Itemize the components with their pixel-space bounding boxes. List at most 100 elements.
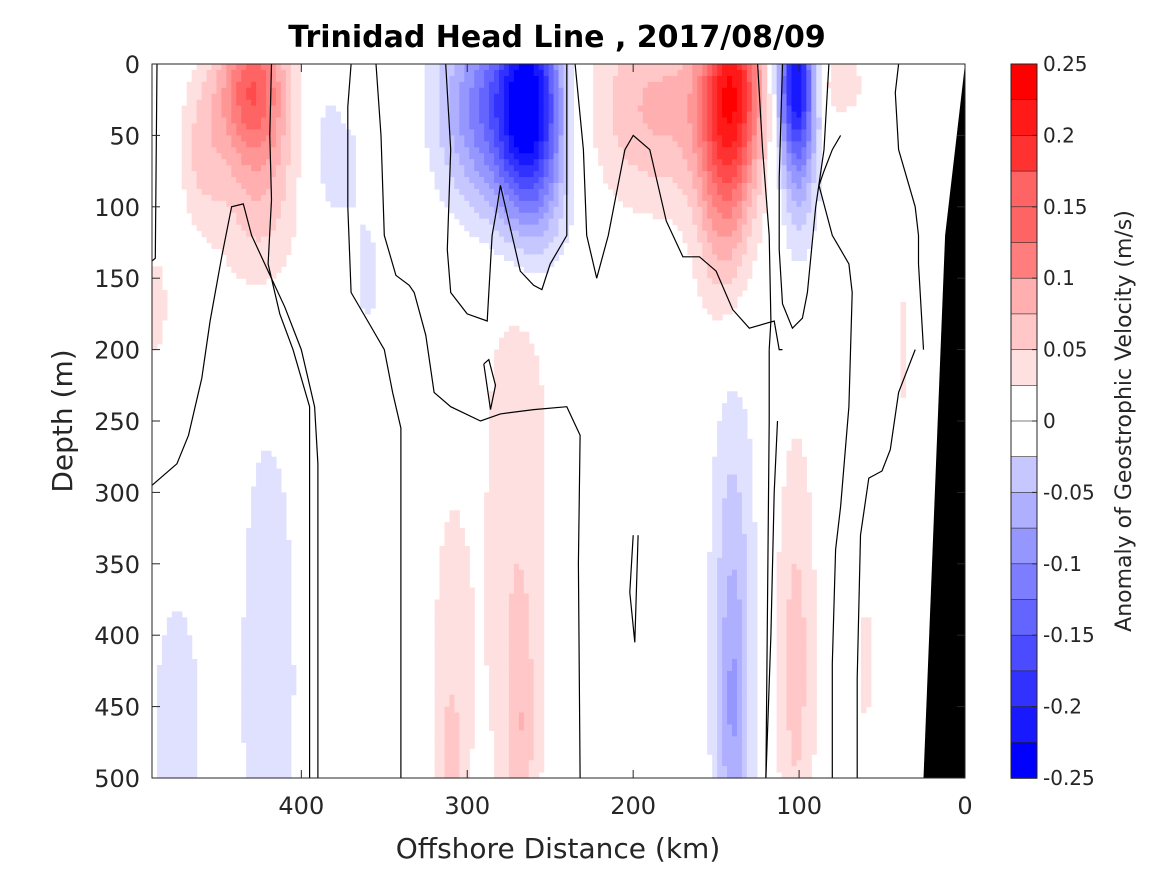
field-cell (211, 177, 218, 184)
field-cell (657, 135, 664, 142)
field-cell (657, 111, 664, 119)
field-cell (176, 754, 183, 761)
field-cell (444, 676, 451, 684)
field-cell (727, 224, 733, 232)
field-cell (251, 664, 257, 672)
field-cell (211, 64, 218, 71)
field-cell (513, 69, 520, 77)
field-cell (270, 93, 277, 101)
field-cell (152, 296, 158, 303)
field-cell (489, 569, 495, 577)
field-cell (608, 171, 614, 178)
field-cell (508, 171, 515, 178)
field-cell (662, 99, 669, 107)
field-cell (181, 653, 188, 660)
field-cell (513, 599, 520, 607)
field-cell (275, 188, 282, 196)
field-cell (434, 99, 441, 107)
field-cell (707, 129, 713, 136)
field-cell (657, 141, 664, 148)
field-cell (270, 272, 277, 279)
field-cell (489, 224, 495, 232)
field-cell (717, 617, 723, 624)
field-cell (196, 147, 203, 154)
field-cell (459, 617, 465, 624)
field-cell (444, 129, 451, 136)
field-cell (712, 587, 718, 595)
field-cell (662, 75, 669, 83)
field-cell (712, 81, 718, 89)
field-cell (667, 64, 674, 71)
field-cell (221, 93, 227, 101)
field-cell (672, 129, 679, 136)
field-cell (275, 510, 282, 517)
field-cell (538, 462, 545, 470)
field-cell (459, 653, 465, 660)
field-cell (613, 188, 619, 196)
field-cell (261, 522, 267, 529)
field-cell (707, 105, 713, 113)
field-cell (236, 159, 242, 166)
field-cell (632, 129, 639, 136)
field-cell (717, 307, 723, 315)
field-cell (275, 599, 282, 607)
field-cell (275, 629, 282, 636)
field-cell (256, 200, 262, 208)
field-cell (741, 492, 748, 499)
field-cell (236, 260, 242, 267)
field-cell (523, 569, 530, 577)
field-cell (647, 165, 654, 172)
field-cell (474, 87, 480, 95)
field-cell (568, 153, 574, 160)
field-cell (722, 694, 728, 702)
field-cell (662, 177, 669, 184)
field-cell (494, 361, 500, 369)
field-cell (538, 81, 545, 89)
field-cell (251, 123, 257, 131)
field-cell (365, 302, 371, 309)
field-cell (484, 230, 490, 238)
field-cell (722, 236, 728, 244)
field-cell (280, 641, 287, 648)
field-cell (538, 153, 545, 160)
field-cell (722, 421, 728, 428)
field-cell (513, 611, 520, 618)
field-cell (266, 659, 272, 666)
field-cell (722, 468, 728, 476)
field-cell (503, 438, 510, 446)
field-cell (266, 117, 272, 125)
field-cell (503, 492, 510, 499)
field-cell (275, 266, 282, 273)
field-cell (285, 629, 292, 636)
field-cell (494, 676, 500, 684)
field-cell (538, 468, 545, 476)
field-cell (256, 682, 262, 690)
field-cell (231, 165, 237, 172)
field-cell (736, 510, 743, 517)
field-cell (444, 641, 451, 648)
field-cell (434, 712, 441, 720)
field-cell (226, 129, 232, 136)
field-cell (702, 236, 708, 244)
field-cell (727, 623, 733, 630)
field-cell (553, 183, 560, 190)
field-cell (340, 200, 346, 208)
field-cell (280, 629, 287, 636)
field-cell (528, 492, 535, 499)
field-cell (261, 194, 267, 202)
field-cell (424, 69, 431, 77)
field-cell (662, 188, 669, 196)
field-cell (439, 623, 446, 630)
field-cell (251, 75, 257, 83)
field-cell (702, 242, 708, 250)
field-cell (553, 135, 560, 142)
field-cell (479, 69, 485, 77)
field-cell (499, 343, 505, 351)
field-cell (449, 545, 455, 553)
field-cell (449, 177, 455, 184)
field-cell (454, 694, 460, 702)
field-cell (538, 260, 545, 267)
field-cell (736, 426, 743, 434)
field-cell (533, 599, 540, 607)
field-cell (513, 230, 520, 238)
